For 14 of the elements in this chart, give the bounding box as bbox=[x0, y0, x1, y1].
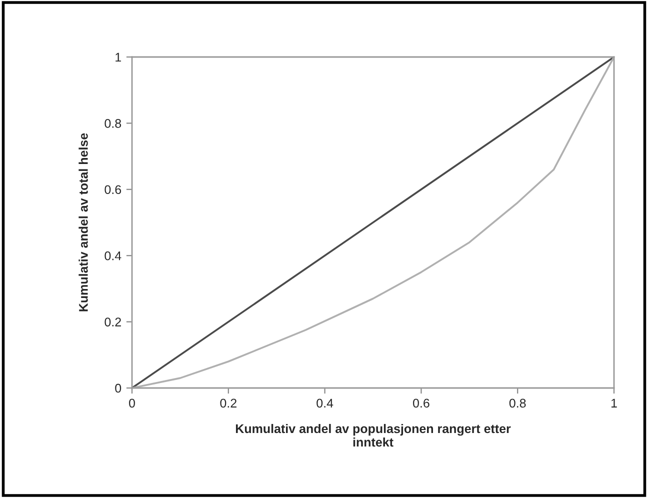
y-axis-title: Kumulativ andel av total helse bbox=[78, 133, 88, 312]
y-tick-label: 0.4 bbox=[104, 251, 122, 260]
y-tick-label: 1 bbox=[116, 52, 121, 62]
x-tick-label: 0.2 bbox=[220, 398, 236, 408]
y-tick-label: 0.2 bbox=[104, 318, 121, 326]
x-tick-label: 0.6 bbox=[413, 398, 430, 408]
x-tick-label: 0.4 bbox=[316, 398, 334, 408]
y-tick-label: 0.8 bbox=[104, 119, 122, 128]
x-tick-label: 0.8 bbox=[509, 398, 526, 408]
x-tick-label: 1 bbox=[611, 398, 617, 408]
x-axis-title: Kumulativ andel av populasjonen rangert etter inntekt bbox=[236, 424, 511, 447]
x-tick-label: 0 bbox=[129, 398, 135, 408]
y-tick-label: 0.6 bbox=[104, 185, 122, 194]
y-tick-label: 0 bbox=[115, 384, 122, 393]
